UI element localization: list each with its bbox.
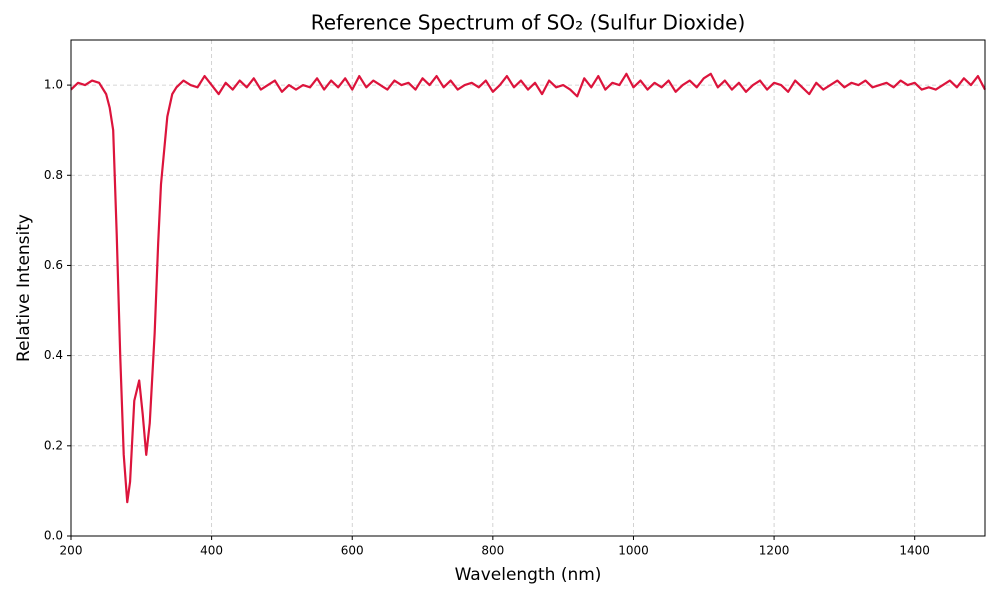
y-tick-label: 0.4 xyxy=(44,348,63,362)
x-tick-label: 1000 xyxy=(618,544,649,558)
y-tick-label: 0.0 xyxy=(44,529,63,543)
x-tick-label: 1200 xyxy=(759,544,790,558)
x-tick-label: 800 xyxy=(481,544,504,558)
y-axis-label: Relative Intensity xyxy=(14,214,34,362)
x-tick-label: 400 xyxy=(200,544,223,558)
y-tick-label: 0.6 xyxy=(44,258,63,272)
x-tick-label: 200 xyxy=(60,544,83,558)
plot-frame xyxy=(70,39,986,537)
x-axis-label: Wavelength (nm) xyxy=(455,565,602,585)
y-tick-label: 1.0 xyxy=(44,78,63,92)
chart-title: Reference Spectrum of SO₂ (Sulfur Dioxid… xyxy=(311,11,746,35)
data-line xyxy=(70,72,986,504)
y-tick-label: 0.2 xyxy=(44,438,63,452)
x-tick-label: 1400 xyxy=(899,544,930,558)
y-tick-label: 0.8 xyxy=(44,168,63,182)
x-tick-label: 600 xyxy=(341,544,364,558)
